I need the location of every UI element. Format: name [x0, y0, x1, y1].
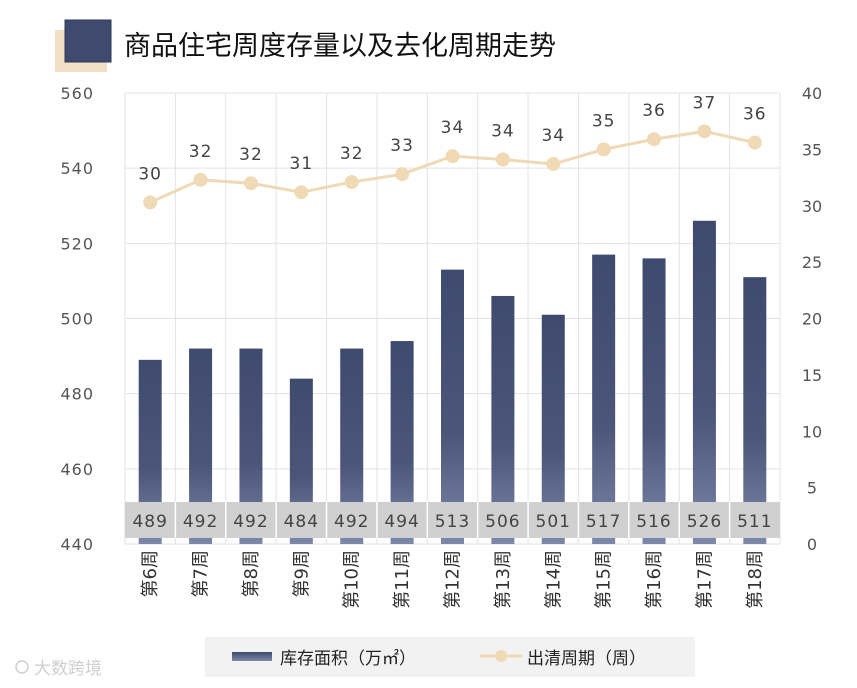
x-tick-label: 第14周 — [543, 550, 564, 609]
x-tick-label: 第6周 — [140, 550, 161, 597]
line-point — [495, 152, 510, 167]
line-point — [596, 142, 611, 157]
x-tick-label: 第9周 — [291, 550, 312, 597]
line-value-label: 32 — [189, 142, 213, 162]
line-point — [344, 175, 359, 190]
y-left-tick-label: 440 — [60, 535, 94, 554]
bar-value-label: 513 — [435, 512, 470, 532]
watermark-text: 大数跨境 — [34, 659, 102, 679]
legend-line-label: 出清周期（周） — [527, 649, 646, 669]
line-point — [546, 157, 561, 172]
x-tick-label: 第10周 — [342, 550, 363, 609]
y-right-tick-label: 25 — [802, 253, 822, 272]
bar — [138, 359, 162, 544]
y-left-tick-label: 480 — [60, 385, 94, 404]
line-point — [647, 132, 662, 147]
line-point — [143, 195, 158, 210]
bar-value-label: 492 — [233, 512, 268, 532]
line-value-label: 32 — [340, 144, 364, 164]
line-value-label: 35 — [592, 111, 616, 131]
bars-layer — [138, 220, 767, 545]
y-left-tick-label: 500 — [60, 310, 94, 329]
bar-value-label: 492 — [334, 512, 369, 532]
bar — [592, 254, 616, 544]
line-value-label: 36 — [743, 105, 767, 125]
legend-bar-swatch — [232, 652, 272, 661]
title-accent-box — [64, 19, 112, 63]
x-tick-label: 第16周 — [644, 550, 665, 609]
line-point — [697, 124, 712, 139]
line-value-label: 34 — [441, 118, 465, 138]
line-point — [445, 149, 460, 164]
legend-bar-label: 库存面积（万㎡） — [280, 649, 416, 669]
bar-value-label: 526 — [687, 512, 722, 532]
bar — [743, 277, 767, 544]
bar — [491, 295, 515, 544]
bar-value-label: 489 — [132, 512, 167, 532]
legend-line-marker — [495, 650, 507, 662]
line-point — [193, 172, 208, 187]
bar-value-label: 501 — [536, 512, 571, 532]
y-left-tick-label: 460 — [60, 460, 94, 479]
chart-title: 商品住宅周度存量以及去化周期走势 — [124, 31, 556, 62]
bar — [390, 341, 414, 544]
x-tick-label: 第17周 — [694, 550, 715, 609]
y-right-tick-label: 40 — [802, 84, 822, 103]
bar-value-label: 511 — [737, 512, 772, 532]
line-value-label: 34 — [491, 122, 515, 142]
y-left-tick-label: 520 — [60, 234, 94, 253]
line-value-label: 33 — [390, 136, 414, 156]
x-tick-label: 第11周 — [392, 550, 413, 609]
y-right-tick-label: 30 — [802, 197, 822, 216]
line-point — [243, 176, 258, 191]
bar — [441, 269, 464, 544]
bar — [692, 220, 716, 545]
line-layer: 30 32 32 31 32 33 34 34 34 35 36 37 36 — [138, 93, 767, 210]
line-value-label: 30 — [138, 164, 162, 184]
line-value-label: 37 — [693, 93, 717, 113]
x-tick-label: 第13周 — [493, 550, 514, 609]
series-line-clearance — [149, 129, 756, 204]
y-right-tick-label: 20 — [802, 310, 822, 329]
line-value-label: 34 — [541, 126, 565, 146]
x-tick-label: 第7周 — [191, 550, 212, 597]
bar-value-label: 484 — [284, 512, 319, 532]
y-right-tick-label: 10 — [802, 422, 822, 441]
y-left-tick-label: 540 — [60, 159, 94, 178]
bar-value-label: 517 — [586, 512, 621, 532]
grid-layer — [124, 92, 781, 545]
y-left-tick-label: 560 — [60, 84, 94, 103]
bar — [642, 258, 666, 544]
watermark-logo-icon — [15, 660, 29, 674]
bar-value-label: 516 — [636, 512, 671, 532]
bar — [541, 314, 565, 544]
legend-box — [205, 637, 695, 677]
y-right-tick-label: 0 — [807, 535, 817, 554]
line-value-label: 32 — [239, 145, 263, 165]
bar — [239, 348, 263, 544]
x-tick-label: 第15周 — [594, 550, 615, 609]
x-tick-label: 第12周 — [443, 550, 464, 609]
bar — [340, 348, 364, 544]
y-right-tick-label: 5 — [807, 479, 817, 498]
x-tick-label: 第18周 — [745, 550, 766, 609]
line-point — [395, 167, 410, 182]
bar-value-label: 492 — [183, 512, 218, 532]
line-point — [294, 185, 309, 200]
y-right-tick-label: 15 — [802, 366, 822, 385]
bar — [189, 348, 213, 544]
line-value-label: 36 — [642, 101, 666, 121]
bar-value-label: 506 — [485, 512, 520, 532]
value-label-band: 489 492 492 484 492 494 513 506 501 517 516 526 511 — [125, 502, 780, 538]
x-tick-label: 第8周 — [241, 550, 262, 597]
y-right-tick-label: 35 — [802, 140, 822, 159]
line-point — [747, 135, 762, 150]
value-band-bg — [125, 502, 780, 538]
axis-layer: 440 460 480 500 520 540 560 0 5 10 15 20 25 30 35 40 第6周… — [60, 84, 822, 609]
bar-value-label: 494 — [384, 512, 419, 532]
line-value-label: 31 — [290, 154, 314, 174]
